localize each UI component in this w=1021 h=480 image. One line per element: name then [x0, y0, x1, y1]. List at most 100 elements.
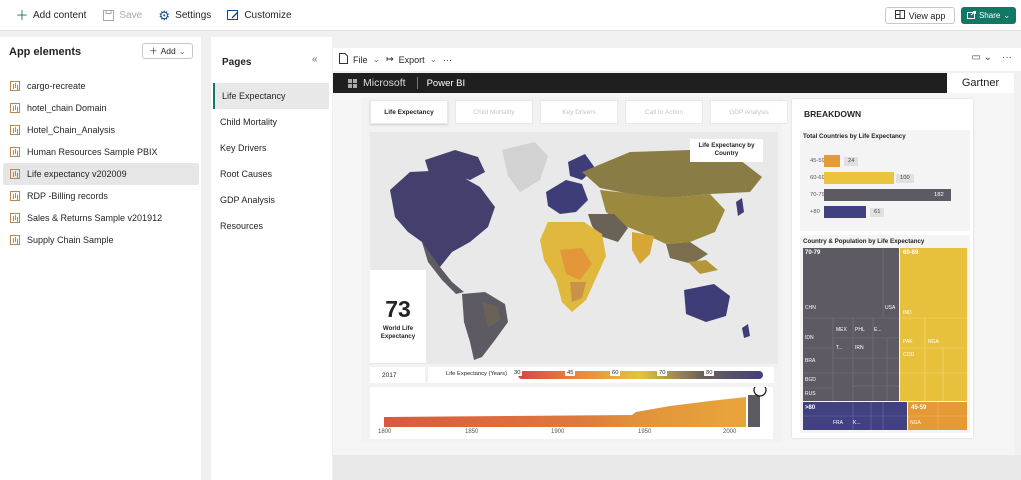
- page-item[interactable]: Resources: [220, 221, 264, 231]
- chevron-down-icon: ⌄: [372, 54, 381, 64]
- treemap-country: IDN: [805, 335, 814, 341]
- tab-key-drivers[interactable]: Key Drivers: [540, 100, 618, 124]
- app-element-item[interactable]: cargo-recreate: [3, 75, 199, 97]
- timeline-tick: 1850: [465, 429, 479, 435]
- view-layout-icon[interactable]: ▭ ⌄: [971, 52, 992, 63]
- bar-row[interactable]: 60-69 100: [800, 172, 970, 184]
- bar-row[interactable]: +80 61: [800, 206, 970, 218]
- share-icon: [966, 10, 976, 21]
- treemap-group-label: 60-69: [903, 250, 919, 256]
- top-toolbar: ＋ Add content Save ⚙ Settings Customize …: [0, 0, 1021, 31]
- more-options-button[interactable]: ···: [443, 55, 452, 65]
- customize-button[interactable]: Customize: [227, 9, 292, 21]
- bar-value: 100: [896, 174, 914, 183]
- breakdown-title: BREAKDOWN: [804, 109, 862, 119]
- more-icon[interactable]: ···: [1002, 52, 1012, 63]
- treemap-country: NGA: [910, 420, 921, 426]
- app-element-item[interactable]: RDP -Billing records: [3, 185, 199, 207]
- page-item[interactable]: Child Mortality: [220, 117, 278, 127]
- bar: [824, 206, 866, 218]
- bar-row[interactable]: 70-79 182: [800, 189, 970, 201]
- share-label: Share: [978, 11, 1001, 20]
- treemap-group-label: 70-79: [805, 250, 821, 256]
- page-item-selected[interactable]: Life Expectancy: [213, 83, 329, 109]
- legend-stop: 80: [704, 370, 715, 376]
- app-elements-list: cargo-recreate hotel_chain Domain Hotel_…: [3, 75, 199, 251]
- add-content-button[interactable]: ＋ Add content: [16, 9, 87, 22]
- file-label: File: [353, 54, 368, 65]
- view-app-label: View app: [908, 10, 946, 21]
- export-icon: ↦: [386, 54, 394, 64]
- bottom-area: [333, 455, 1021, 480]
- bar-label: 45-59: [810, 158, 825, 164]
- collapse-icon[interactable]: «: [312, 54, 318, 65]
- page-item[interactable]: GDP Analysis: [220, 195, 275, 205]
- plus-icon: ＋: [149, 46, 158, 56]
- bar-row[interactable]: 45-59 24: [800, 155, 970, 167]
- app-element-item-selected[interactable]: Life expectancy v202009: [3, 163, 199, 185]
- timeline-chart[interactable]: 1800 1850 1900 1950 2000: [370, 383, 773, 439]
- page-item[interactable]: Key Drivers: [220, 143, 267, 153]
- treemap-country: RUS: [805, 391, 816, 397]
- pages-panel: Pages « Life Expectancy Child Mortality …: [211, 37, 332, 480]
- treemap-group-label: 45-59: [911, 405, 927, 411]
- gear-icon: ⚙: [158, 7, 170, 23]
- bar-label: +80: [810, 209, 820, 215]
- treemap-country: MEX: [836, 327, 847, 333]
- timeline-tick: 1900: [551, 429, 565, 435]
- app-element-item[interactable]: hotel_chain Domain: [3, 97, 199, 119]
- app-element-label: Supply Chain Sample: [27, 235, 114, 245]
- page-item[interactable]: Root Causes: [220, 169, 273, 179]
- bar: [824, 172, 894, 184]
- treemap-country: NGA: [928, 339, 939, 345]
- treemap[interactable]: 70-79 60-69 >80 45-59 CHN USA IDN MEX PH…: [803, 248, 967, 430]
- legend-stop: 45: [565, 370, 576, 376]
- legend-stop: 70: [657, 370, 668, 376]
- customize-icon: [227, 9, 239, 21]
- app-element-item[interactable]: Supply Chain Sample: [3, 229, 199, 251]
- report-toolbar-right: ▭ ⌄ ···: [971, 52, 1012, 63]
- export-menu-button[interactable]: ↦ Export ⌄: [386, 54, 437, 65]
- share-button[interactable]: Share ⌄: [961, 7, 1016, 24]
- powerbi-label: Power BI: [426, 77, 466, 89]
- treemap-country: T...: [836, 345, 843, 351]
- tab-life-expectancy[interactable]: Life Expectancy: [370, 100, 448, 124]
- app-element-label: hotel_chain Domain: [27, 103, 107, 113]
- world-map[interactable]: [370, 132, 778, 364]
- bar-label: 70-79: [810, 192, 825, 198]
- customize-label: Customize: [244, 9, 292, 21]
- treemap-country: K...: [853, 420, 861, 426]
- app-element-label: RDP -Billing records: [27, 191, 108, 201]
- color-legend: Life Expectancy (Years) 30 45 60 70 80: [428, 367, 774, 383]
- bar-label: 60-69: [810, 175, 825, 181]
- save-button[interactable]: Save: [102, 9, 142, 21]
- microsoft-logo-icon: [348, 78, 357, 88]
- tab-call-to-action[interactable]: Call to Action: [625, 100, 703, 124]
- report-page: Life Expectancy Child Mortality Key Driv…: [361, 97, 788, 442]
- app-element-item[interactable]: Sales & Returns Sample v201912: [3, 207, 199, 229]
- tab-child-mortality[interactable]: Child Mortality: [455, 100, 533, 124]
- bar: [824, 155, 840, 167]
- app-element-label: Sales & Returns Sample v201912: [27, 213, 163, 223]
- year-slicer[interactable]: 2017: [370, 367, 425, 383]
- treemap-shapes: [803, 248, 967, 430]
- report-icon: [10, 213, 20, 223]
- bar-value: 61: [870, 208, 885, 217]
- app-element-item[interactable]: Human Resources Sample PBIX: [3, 141, 199, 163]
- bar-value: 24: [844, 157, 859, 166]
- report-icon: [10, 81, 20, 91]
- timeline-tick: 2000: [723, 429, 737, 435]
- file-icon: [339, 53, 348, 66]
- app-element-item[interactable]: Hotel_Chain_Analysis: [3, 119, 199, 141]
- view-app-button[interactable]: View app: [885, 7, 955, 24]
- file-menu-button[interactable]: File ⌄: [339, 53, 380, 66]
- tab-gdp-analysis[interactable]: GDP Analysis: [710, 100, 788, 124]
- timeline-area: [384, 383, 767, 427]
- add-element-button[interactable]: ＋ Add ⌄: [142, 43, 193, 59]
- countries-bar-card: Total Countries by Life Expectancy 45-59…: [800, 130, 970, 231]
- treemap-country: BRA: [805, 358, 816, 364]
- scrollbar[interactable]: [1014, 73, 1021, 455]
- settings-button[interactable]: ⚙ Settings: [158, 7, 211, 23]
- treemap-group-label: >80: [805, 405, 816, 411]
- report-icon: [10, 103, 20, 113]
